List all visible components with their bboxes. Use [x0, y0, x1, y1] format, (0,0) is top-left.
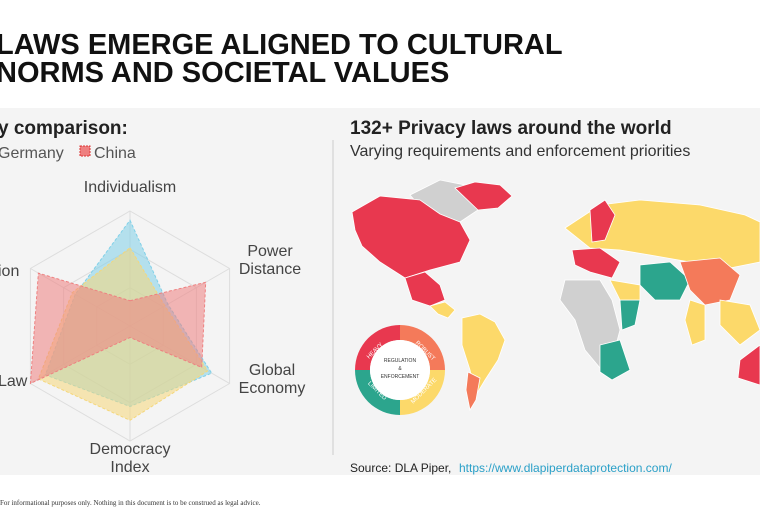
axis-label: Global: [249, 362, 295, 379]
enforcement-legend: REGULATION & ENFORCEMENT HEAVY ROBUST MO…: [355, 325, 445, 415]
segment: [400, 370, 445, 415]
axis-label: ion: [0, 263, 19, 280]
radar-area: [29, 272, 207, 385]
source-link[interactable]: https://www.dlapiperdataprotection.com/: [459, 461, 672, 475]
axis-label: Individualism: [84, 179, 176, 196]
subheading: Varying requirements and enforcement pri…: [350, 143, 690, 160]
footer: For informational purposes only. Nothing…: [0, 499, 261, 507]
legend-center-label: ENFORCEMENT: [381, 374, 420, 380]
legend-center-label: &: [398, 366, 402, 372]
heading: 132+ Privacy laws around the world: [350, 118, 672, 139]
segment: [355, 325, 400, 370]
legend-swatch: [79, 145, 91, 157]
axis-label: Democracy: [90, 441, 171, 458]
world-map: [351, 179, 760, 412]
title: NORMS AND SOCIETAL VALUES: [0, 57, 449, 89]
heading: y comparison:: [0, 118, 128, 139]
axis-label: Distance: [239, 261, 301, 278]
axis-label: Economy: [239, 380, 306, 397]
source-label: Source: DLA Piper,: [350, 461, 451, 475]
legend-label: China: [94, 145, 136, 162]
segment: [355, 370, 400, 415]
segment: [400, 325, 445, 370]
axis-label: Law: [0, 373, 28, 390]
axis-label: Power: [247, 243, 293, 260]
title: LAWS EMERGE ALIGNED TO CULTURAL: [0, 29, 563, 61]
legend-center-label: REGULATION: [384, 358, 417, 364]
axis-label: Index: [110, 459, 149, 476]
legend-center: [370, 340, 430, 400]
legend-label: Germany: [0, 145, 64, 162]
